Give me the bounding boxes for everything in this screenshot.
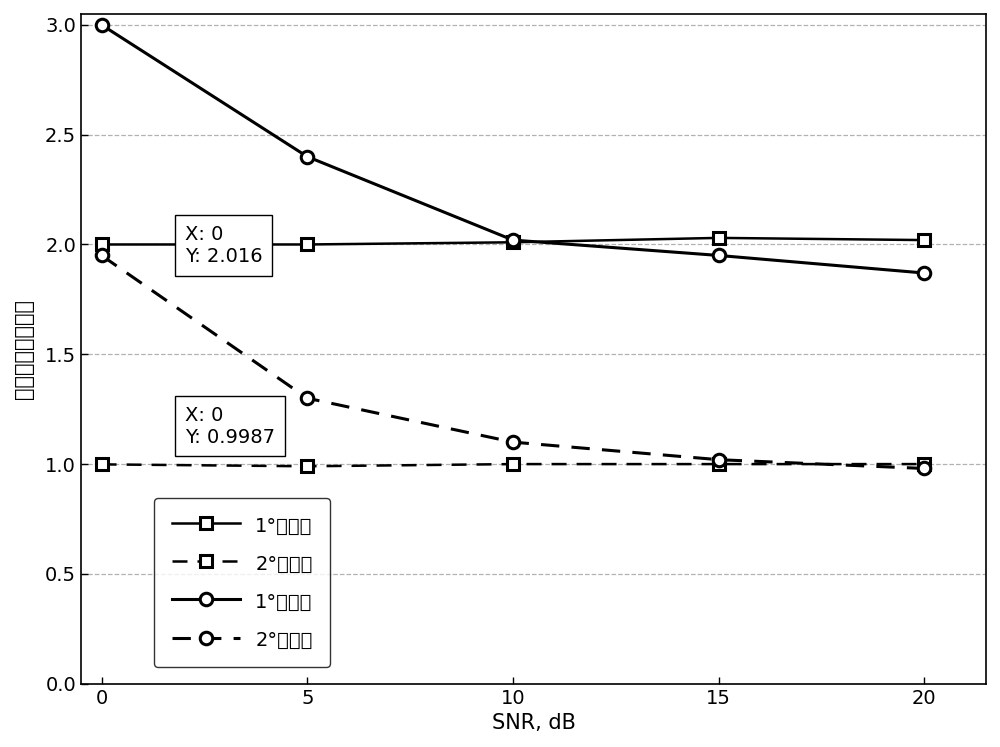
- 2°平方率: [507, 438, 519, 447]
- Y-axis label: 测角估计均値，度: 测角估计均値，度: [14, 299, 34, 399]
- 2°平方率: [301, 394, 313, 403]
- Line: 1°平方率: 1°平方率: [95, 19, 931, 279]
- 2°归一化: [96, 460, 108, 469]
- Text: X: 0
Y: 2.016: X: 0 Y: 2.016: [185, 225, 263, 266]
- 2°平方率: [713, 455, 725, 464]
- 1°平方率: [507, 235, 519, 244]
- Line: 2°平方率: 2°平方率: [95, 249, 931, 475]
- 2°平方率: [918, 464, 930, 473]
- 2°平方率: [96, 251, 108, 260]
- 1°平方率: [713, 251, 725, 260]
- X-axis label: SNR, dB: SNR, dB: [492, 713, 575, 733]
- Line: 2°归一化: 2°归一化: [95, 458, 931, 473]
- 1°归一化: [301, 240, 313, 249]
- Legend: 1°归一化, 2°归一化, 1°平方率, 2°平方率: 1°归一化, 2°归一化, 1°平方率, 2°平方率: [154, 498, 330, 667]
- 2°归一化: [507, 459, 519, 468]
- 1°平方率: [96, 20, 108, 29]
- 1°归一化: [918, 235, 930, 244]
- 1°归一化: [713, 233, 725, 242]
- 1°归一化: [96, 240, 108, 249]
- 1°平方率: [301, 152, 313, 161]
- 1°平方率: [918, 268, 930, 277]
- Line: 1°归一化: 1°归一化: [95, 232, 931, 251]
- 2°归一化: [918, 459, 930, 468]
- 1°归一化: [507, 238, 519, 247]
- 2°归一化: [301, 462, 313, 471]
- 2°归一化: [713, 459, 725, 468]
- Text: X: 0
Y: 0.9987: X: 0 Y: 0.9987: [185, 406, 275, 447]
